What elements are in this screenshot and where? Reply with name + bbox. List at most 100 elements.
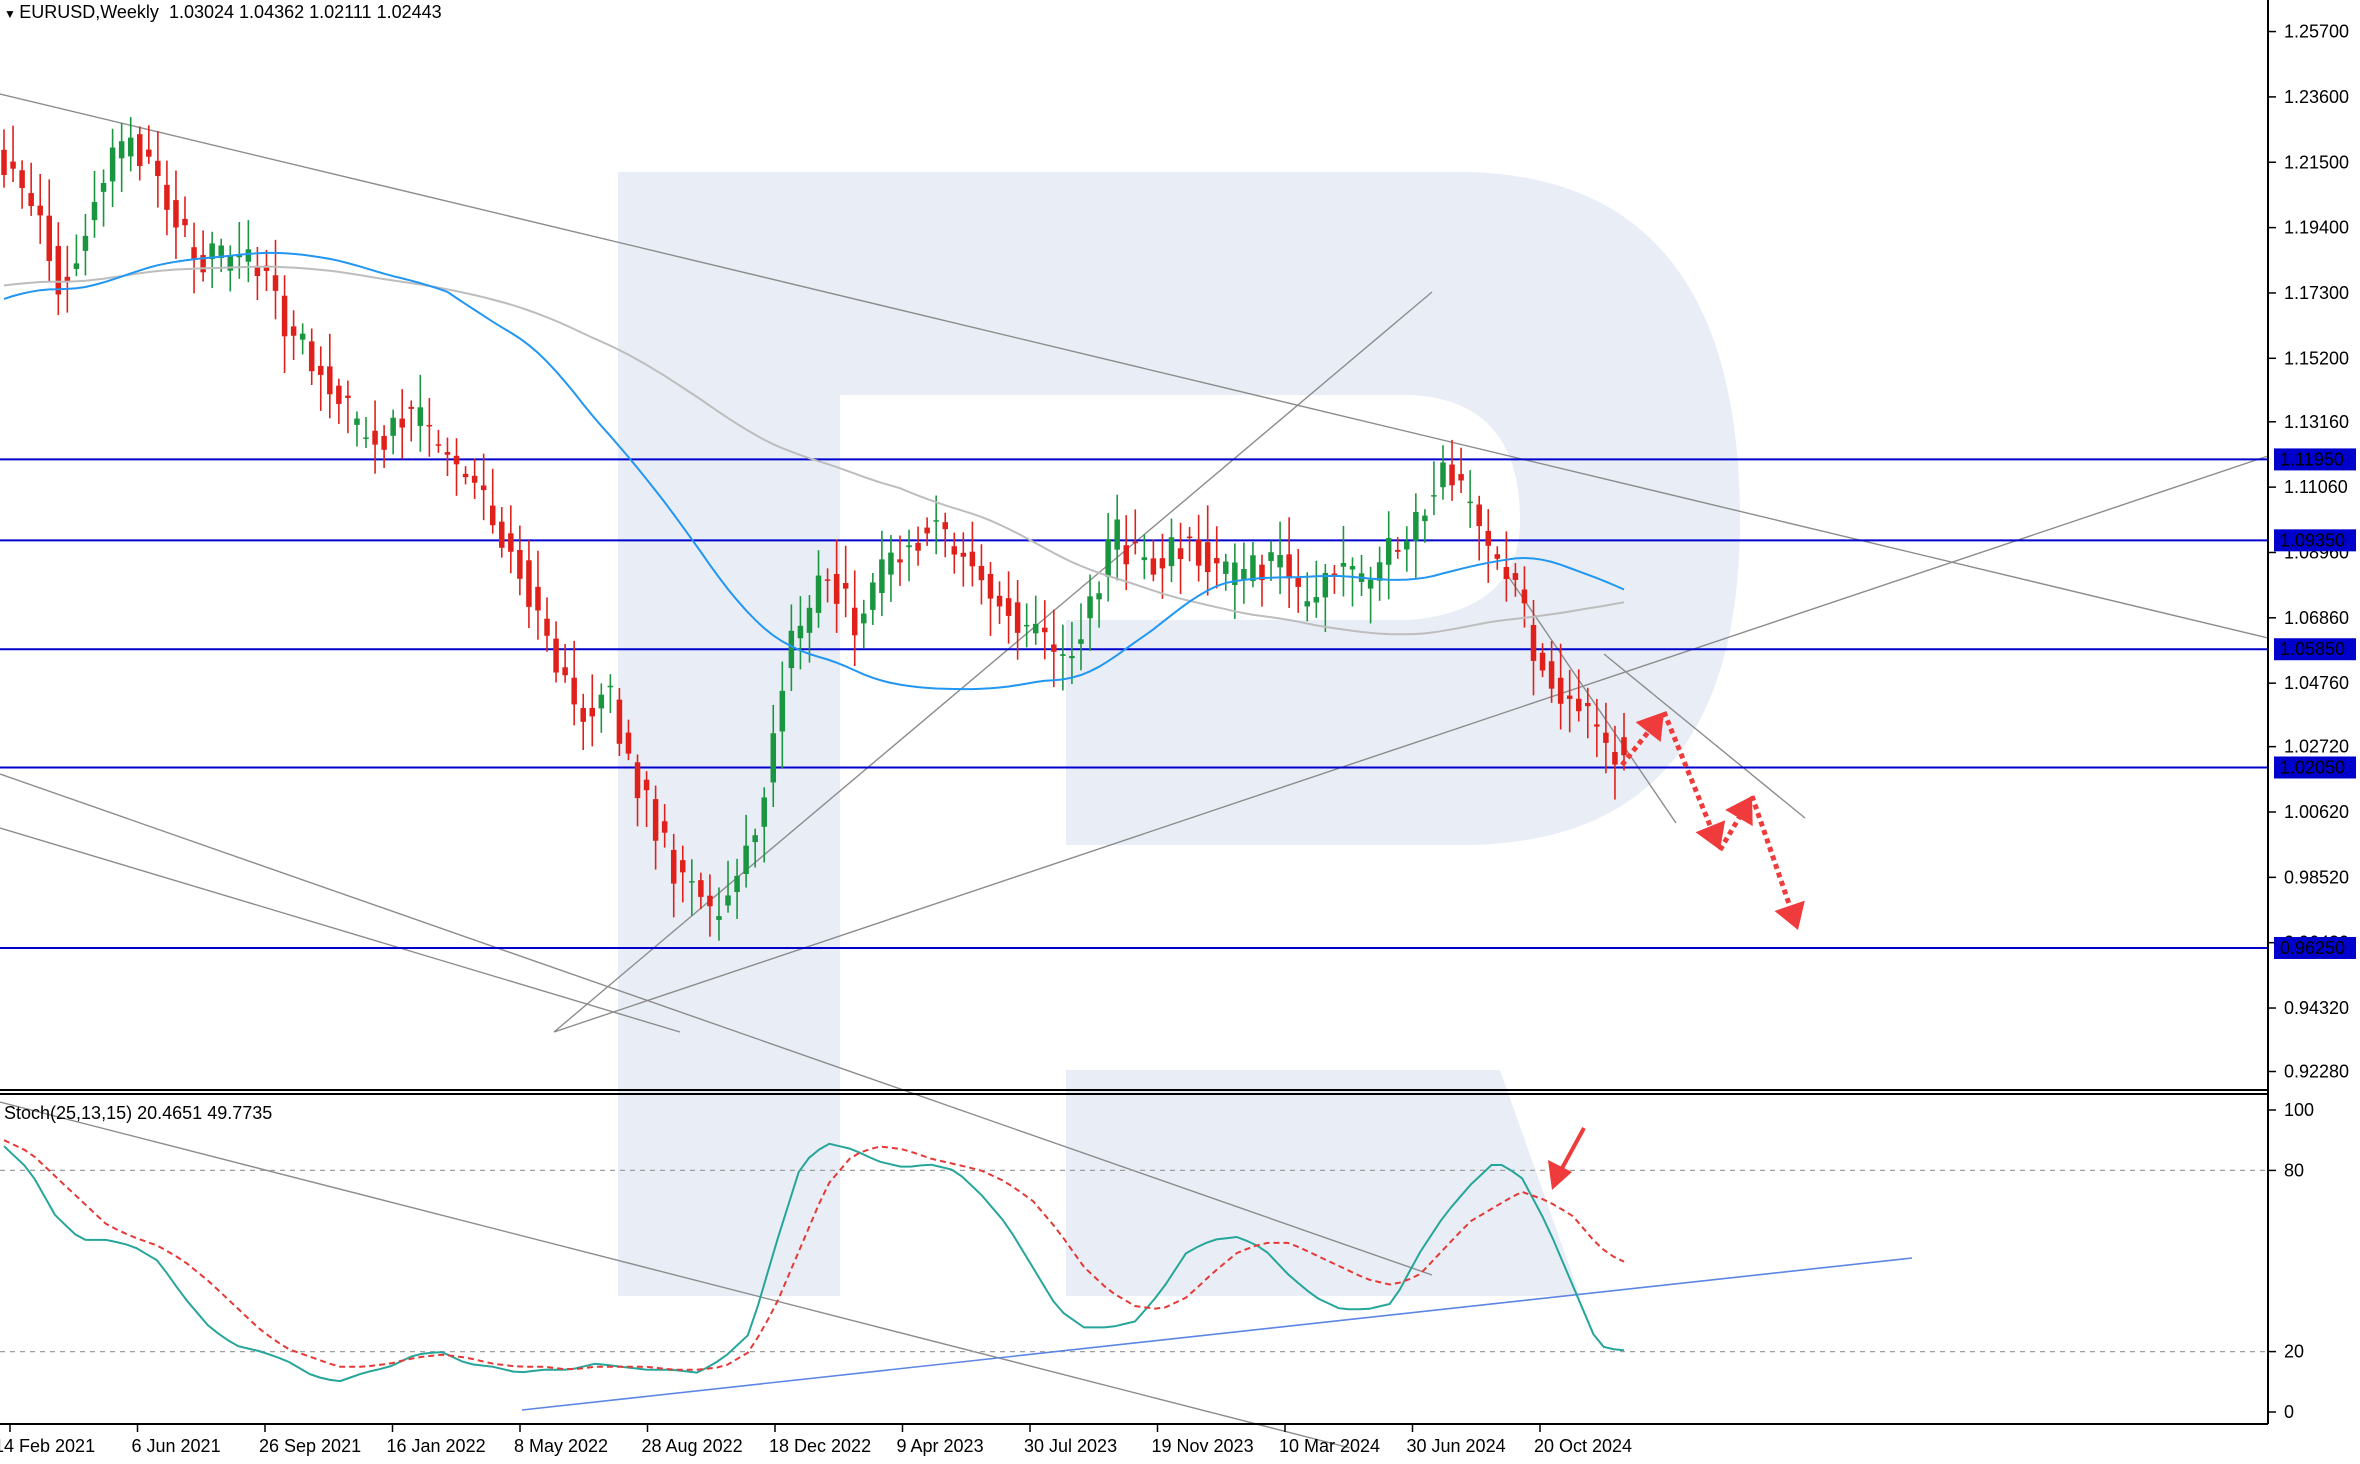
- candle-bearish: [46, 215, 53, 261]
- candle-bullish: [1232, 562, 1238, 585]
- time-tick-label: 26 Sep 2021: [259, 1436, 361, 1456]
- candle-bearish: [526, 560, 532, 607]
- broker-logo-watermark: [618, 172, 1740, 1296]
- candle-bearish: [1159, 558, 1166, 569]
- candle-bearish: [707, 895, 713, 907]
- candle-bearish: [1295, 576, 1301, 587]
- candle-bullish: [806, 607, 813, 633]
- candle-bearish: [1051, 644, 1057, 652]
- candle-bearish: [381, 435, 387, 450]
- candle-bullish: [797, 625, 804, 639]
- candle-bullish: [1087, 596, 1093, 619]
- candle-bearish: [55, 246, 62, 295]
- chart-frame: [0, 0, 2269, 1425]
- ohlc-close: 1.02443: [376, 2, 442, 22]
- candle-bearish: [1259, 564, 1265, 581]
- candle-bullish: [1168, 537, 1175, 567]
- candle-bullish: [779, 690, 786, 732]
- candle-bearish: [64, 276, 71, 282]
- trendline: [0, 93, 2269, 639]
- candle-bearish: [1005, 598, 1012, 616]
- level-label-box: [2274, 638, 2356, 661]
- forecast-arrow-shaft: [1749, 795, 1795, 914]
- candle-bullish: [100, 182, 107, 192]
- candle-bullish: [1349, 566, 1356, 570]
- candle-bearish: [399, 418, 405, 428]
- candle-bullish: [91, 202, 98, 221]
- candle-bearish: [191, 247, 197, 259]
- time-tick-label: 28 Aug 2022: [642, 1436, 743, 1456]
- candle-bearish: [146, 149, 152, 157]
- candle-bearish: [634, 762, 641, 799]
- price-tick-label: 1.04760: [2284, 673, 2349, 693]
- candle-bearish: [1, 149, 7, 176]
- candle-bearish: [915, 542, 921, 551]
- candle-bullish: [1105, 539, 1111, 577]
- candle-bullish: [118, 141, 125, 159]
- candle-bullish: [363, 437, 369, 439]
- candle-bullish: [73, 263, 80, 269]
- candle-bearish: [1132, 541, 1139, 544]
- price-tick-label: 1.21500: [2284, 152, 2349, 172]
- candle-bearish: [1014, 602, 1021, 633]
- candle-bearish: [1603, 732, 1609, 743]
- stoch-main-line: [3, 1142, 1625, 1383]
- candle-bearish: [1394, 549, 1401, 552]
- candle-bullish: [1096, 593, 1102, 600]
- candle-bearish: [444, 452, 451, 455]
- candle-bullish: [1313, 597, 1320, 603]
- candle-bearish: [336, 385, 342, 404]
- candle-bearish: [517, 550, 523, 579]
- candle-bearish: [1150, 558, 1157, 575]
- time-tick-label: 9 Apr 2023: [897, 1436, 984, 1456]
- candle-bullish: [1032, 623, 1039, 634]
- logo-letter-r-body: [618, 172, 1740, 1296]
- candle-bearish: [1213, 558, 1220, 564]
- price-tick-label: 1.15200: [2284, 348, 2349, 368]
- candlestick-series: [1, 117, 1627, 941]
- candle-bearish: [1539, 652, 1546, 671]
- level-label: 1.02050: [2280, 757, 2345, 777]
- candle-bullish: [598, 694, 605, 709]
- candle-bearish: [508, 533, 514, 552]
- candle-bullish: [1114, 519, 1120, 550]
- candle-bearish: [1195, 539, 1202, 566]
- candle-bearish: [1177, 548, 1184, 560]
- candle-bearish: [897, 559, 903, 563]
- candle-bearish: [1286, 554, 1292, 579]
- candle-bullish: [788, 630, 795, 669]
- candle-bullish: [888, 552, 894, 575]
- candle-bullish: [127, 137, 134, 157]
- candle-bearish: [137, 134, 143, 167]
- price-tick-label: 1.23600: [2284, 87, 2349, 107]
- candle-bearish: [1331, 573, 1338, 575]
- candle-bullish: [725, 895, 731, 906]
- candle-bullish: [906, 545, 912, 548]
- candle-bearish: [37, 205, 43, 216]
- chart-header: ▼ EURUSD,Weekly 1.03024 1.04362 1.02111 …: [4, 2, 442, 22]
- candle-bearish: [1449, 464, 1455, 486]
- collapse-triangle-icon[interactable]: ▼: [4, 7, 20, 21]
- candle-bearish: [453, 455, 460, 465]
- candle-bearish: [345, 395, 351, 398]
- candle-bullish: [689, 881, 695, 883]
- level-label: 0.96250: [2280, 938, 2345, 958]
- candle-bearish: [535, 586, 541, 611]
- candle-bearish: [833, 573, 840, 604]
- candle-bearish: [1621, 737, 1627, 756]
- candle-bearish: [1458, 474, 1464, 481]
- candle-bullish: [1241, 568, 1247, 580]
- candle-bearish: [571, 677, 577, 705]
- candle-bearish: [625, 732, 632, 754]
- candle-bearish: [942, 522, 948, 530]
- candle-bearish: [10, 161, 16, 169]
- candle-bullish: [1069, 655, 1075, 659]
- candle-bearish: [200, 255, 206, 273]
- candle-bullish: [218, 245, 224, 259]
- candle-bullish: [1376, 562, 1383, 581]
- stoch-tick-label: 0: [2284, 1402, 2294, 1422]
- candle-bullish: [1223, 561, 1229, 574]
- candle-bullish: [861, 613, 867, 624]
- ohlc-high: 1.04362: [239, 2, 305, 22]
